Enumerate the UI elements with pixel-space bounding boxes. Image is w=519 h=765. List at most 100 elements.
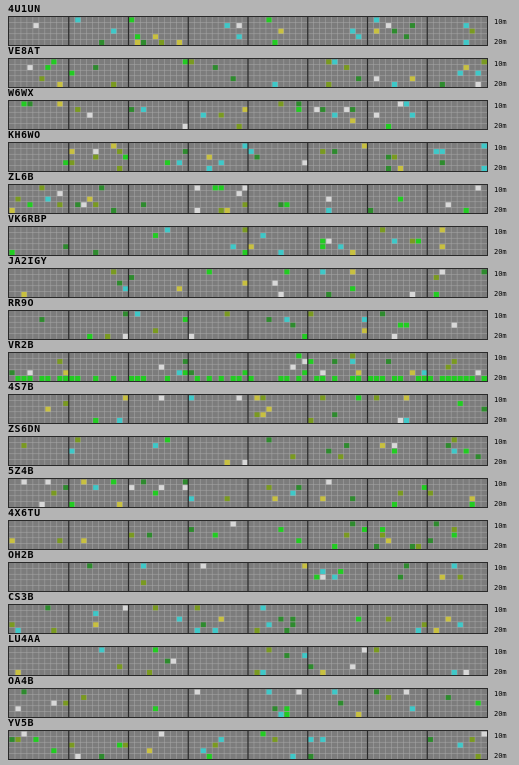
signal-cell	[332, 412, 338, 418]
signal-cell	[332, 59, 338, 65]
signal-cell	[308, 753, 314, 759]
signal-cell	[87, 563, 93, 569]
band-label-20m: 20m	[494, 542, 507, 550]
signal-cell	[188, 395, 195, 401]
signal-cell	[224, 311, 231, 317]
signal-cell	[385, 695, 392, 701]
signal-grid	[8, 352, 488, 382]
band-label-10m: 10m	[494, 312, 507, 320]
signal-cell	[242, 107, 248, 113]
signal-cell	[463, 65, 470, 71]
band-label-20m: 20m	[494, 710, 507, 718]
band-label-10m: 10m	[494, 732, 507, 740]
signal-cell	[290, 454, 296, 460]
band-label-10m: 10m	[494, 480, 507, 488]
station-callsign: 4U1UN	[8, 4, 41, 15]
signal-cell	[140, 375, 147, 381]
signal-cell	[111, 479, 117, 485]
signal-cell	[463, 39, 470, 45]
signal-cell	[212, 65, 219, 71]
signal-cell	[326, 196, 332, 202]
station-row: 4S7B 10m 20m	[0, 382, 519, 424]
signal-cell	[397, 165, 404, 171]
signal-cell	[194, 375, 201, 381]
signal-cell	[93, 417, 99, 423]
signal-cell	[290, 490, 296, 496]
signal-cell	[332, 574, 338, 580]
signal-cell	[379, 375, 386, 381]
signal-cell	[421, 375, 428, 381]
signal-cell	[308, 359, 314, 365]
signal-cell	[433, 149, 440, 155]
band-label-20m: 20m	[494, 164, 507, 172]
signal-cell	[75, 437, 81, 443]
signal-cell	[403, 34, 410, 40]
signal-cell	[320, 269, 326, 275]
signal-cell	[266, 485, 272, 491]
signal-cell	[403, 689, 410, 695]
signal-grid	[8, 100, 488, 130]
signal-cell	[260, 412, 266, 418]
station-callsign: 4X6TU	[8, 508, 41, 519]
station-callsign: CS3B	[8, 592, 35, 603]
signal-cell	[397, 196, 404, 202]
signal-cell	[290, 753, 296, 759]
signal-cell	[75, 17, 81, 23]
signal-cell	[302, 653, 308, 659]
signal-cell	[326, 291, 332, 297]
signal-cell	[218, 185, 225, 191]
signal-cell	[45, 479, 51, 485]
signal-cell	[93, 249, 99, 255]
band-label-20m: 20m	[494, 122, 507, 130]
signal-cell	[27, 370, 33, 376]
signal-cell	[433, 291, 440, 297]
signal-cell	[302, 359, 308, 365]
signal-cell	[296, 375, 302, 381]
signal-grid	[8, 688, 488, 718]
signal-cell	[9, 249, 15, 255]
signal-cell	[266, 317, 272, 323]
signal-grid-cells	[9, 605, 487, 633]
signal-cell	[373, 375, 380, 381]
signal-cell	[439, 574, 446, 580]
signal-cell	[75, 375, 81, 381]
signal-cell	[439, 81, 446, 87]
signal-cell	[385, 154, 392, 160]
signal-cell	[57, 191, 63, 197]
signal-cell	[111, 81, 117, 87]
signal-grid	[8, 436, 488, 466]
signal-cell	[182, 149, 189, 155]
signal-cell	[21, 291, 27, 297]
signal-cell	[242, 370, 248, 376]
signal-cell	[87, 112, 93, 118]
signal-cell	[290, 622, 296, 628]
signal-cell	[63, 700, 69, 706]
band-label-20m: 20m	[494, 332, 507, 340]
signal-cell	[439, 227, 446, 233]
signal-cell	[415, 627, 422, 633]
signal-cell	[39, 76, 45, 82]
signal-cell	[33, 737, 39, 743]
signal-cell	[463, 448, 470, 454]
signal-cell	[284, 653, 290, 659]
signal-cell	[93, 65, 99, 71]
station-row: RR9O 10m 20m	[0, 298, 519, 340]
signal-cell	[9, 538, 15, 544]
signal-grid	[8, 520, 488, 550]
signal-cell	[391, 333, 398, 339]
signal-cell	[362, 647, 368, 653]
band-label-20m: 20m	[494, 374, 507, 382]
signal-cell	[391, 375, 398, 381]
signal-cell	[415, 543, 422, 549]
signal-cell	[320, 238, 326, 244]
signal-cell	[27, 101, 33, 107]
signal-cell	[391, 81, 398, 87]
signal-cell	[188, 333, 195, 339]
signal-cell	[373, 395, 380, 401]
signal-cell	[230, 521, 237, 527]
band-label-20m: 20m	[494, 80, 507, 88]
signal-grid	[8, 58, 488, 88]
station-row: OA4B 10m 20m	[0, 676, 519, 718]
signal-cell	[457, 401, 464, 407]
signal-cell	[308, 311, 314, 317]
